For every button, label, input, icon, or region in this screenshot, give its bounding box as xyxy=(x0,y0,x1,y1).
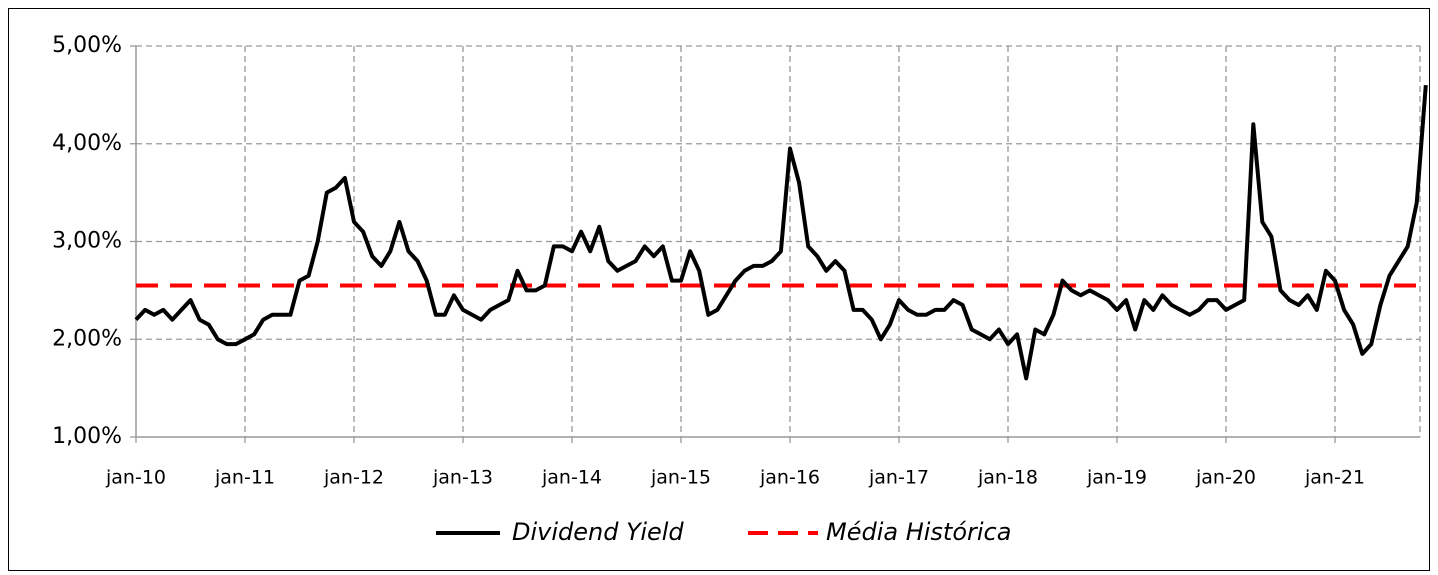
x-tick-label: jan-16 xyxy=(759,467,820,489)
x-tick-label: jan-18 xyxy=(977,467,1038,489)
legend-label: Dividend Yield xyxy=(512,518,684,546)
x-tick-label: jan-15 xyxy=(650,467,711,489)
x-tick-label: jan-21 xyxy=(1304,467,1365,489)
y-tick-label: 5,00% xyxy=(52,33,122,58)
data-line xyxy=(134,84,1428,381)
y-tick-label: 2,00% xyxy=(52,326,122,351)
x-tick-label: jan-20 xyxy=(1195,467,1256,489)
y-tick-label: 4,00% xyxy=(52,131,122,156)
y-tick-label: 1,00% xyxy=(52,424,122,449)
legend-label: Média Histórica xyxy=(826,518,1011,546)
x-tick-label: jan-10 xyxy=(105,467,166,489)
x-tick-label: jan-17 xyxy=(868,467,929,489)
x-tick-label: jan-11 xyxy=(214,467,275,489)
y-tick-label: 3,00% xyxy=(52,229,122,254)
x-tick-label: jan-12 xyxy=(323,467,384,489)
x-tick-label: jan-19 xyxy=(1086,467,1147,489)
x-tick-label: jan-14 xyxy=(541,467,602,489)
x-tick-label: jan-13 xyxy=(432,467,493,489)
